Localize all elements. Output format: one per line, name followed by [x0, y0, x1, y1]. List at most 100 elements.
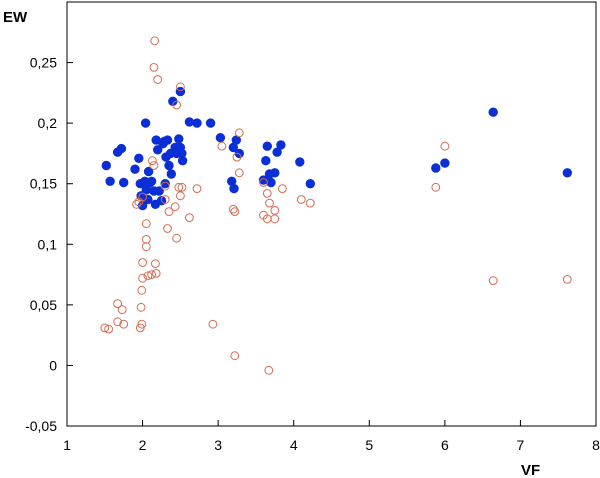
filled-data-point — [118, 177, 129, 188]
y-axis-title: EW — [3, 9, 28, 26]
filled-data-point — [101, 160, 112, 171]
filled-data-point — [295, 157, 305, 167]
filled-data-point — [162, 135, 173, 145]
filled-data-point — [229, 183, 239, 194]
open-data-point — [234, 168, 244, 178]
plot-frame — [66, 1, 597, 427]
open-data-point — [230, 351, 240, 361]
open-data-point — [137, 285, 147, 295]
open-data-point — [104, 324, 113, 334]
open-data-point — [117, 305, 127, 315]
open-data-point — [119, 319, 129, 329]
open-data-point — [259, 178, 268, 187]
filled-data-point — [205, 118, 216, 128]
y-axis-ticks: -0,05 0 0,05 0,1 0,15 0,2 0,25 — [25, 55, 73, 434]
open-data-point — [153, 75, 163, 84]
open-data-point — [170, 202, 180, 212]
open-data-point — [270, 214, 280, 224]
open-data-point — [431, 182, 441, 192]
filled-data-point — [166, 169, 177, 179]
open-data-point — [264, 365, 274, 375]
filled-data-point — [140, 118, 151, 128]
open-data-point — [174, 182, 184, 192]
x-tick-label: 3 — [214, 437, 222, 453]
filled-data-point — [143, 194, 153, 205]
x-tick-label: 4 — [290, 437, 298, 453]
filled-data-point — [488, 107, 498, 117]
open-data-point — [440, 141, 450, 151]
open-data-point — [176, 191, 185, 201]
filled-data-point — [261, 155, 271, 166]
filled-data-point — [105, 176, 115, 187]
open-data-point — [160, 195, 170, 204]
open-data-point — [151, 269, 161, 278]
open-data-point — [230, 207, 240, 217]
x-tick-label: 2 — [139, 437, 147, 453]
open-data-point — [265, 198, 274, 208]
filled-data-point — [276, 140, 286, 150]
filled-data-point — [431, 163, 441, 173]
filled-data-point — [270, 168, 280, 178]
open-data-point — [192, 184, 202, 194]
open-data-point — [208, 319, 218, 329]
open-data-point — [232, 152, 242, 162]
y-tick-label: 0,1 — [38, 236, 58, 252]
open-data-point — [113, 317, 122, 327]
filled-data-point — [134, 153, 144, 164]
filled-data-point — [174, 134, 184, 144]
open-data-point — [163, 224, 172, 233]
x-axis-title: VF — [521, 462, 540, 478]
y-tick-label: -0,05 — [25, 418, 57, 434]
filled-data-point — [262, 141, 273, 151]
open-data-point — [172, 233, 182, 243]
y-tick-label: 0,2 — [38, 115, 58, 131]
filled-data-point — [562, 168, 573, 178]
open-data-point — [172, 100, 182, 110]
x-axis-ticks: 1 2 3 4 5 6 7 8 — [63, 420, 600, 453]
filled-data-point — [175, 86, 186, 97]
open-points-series — [100, 36, 572, 375]
open-data-point — [305, 198, 315, 208]
filled-data-point — [272, 147, 282, 157]
filled-data-point — [177, 155, 188, 166]
open-data-point — [143, 271, 153, 281]
open-data-point — [488, 276, 498, 286]
open-data-point — [149, 63, 159, 72]
open-data-point — [136, 302, 146, 312]
open-data-point — [562, 275, 572, 284]
open-data-point — [164, 207, 174, 217]
x-tick-label: 7 — [517, 437, 525, 453]
open-data-point — [100, 323, 110, 333]
open-data-point — [113, 299, 122, 309]
filled-data-point — [130, 164, 140, 174]
filled-data-point — [146, 176, 157, 187]
filled-data-point — [305, 178, 316, 189]
x-tick-label: 1 — [63, 437, 71, 453]
open-data-point — [217, 141, 227, 151]
open-data-point — [134, 197, 144, 207]
plot-border — [66, 1, 597, 427]
filled-data-point — [154, 186, 164, 196]
filled-data-point — [184, 117, 195, 127]
filled-data-point — [192, 118, 202, 128]
open-data-point — [151, 259, 160, 269]
filled-data-point — [164, 160, 174, 171]
open-data-point — [160, 181, 170, 191]
filled-data-point — [266, 177, 276, 188]
filled-data-point — [440, 158, 450, 168]
filled-data-point — [152, 145, 163, 155]
open-data-point — [176, 82, 185, 92]
filled-data-point — [143, 166, 154, 177]
y-tick-label: 0,15 — [30, 176, 57, 192]
open-data-point — [278, 184, 287, 194]
filled-data-point — [116, 143, 127, 154]
open-data-point — [177, 182, 187, 192]
open-data-point — [141, 219, 151, 229]
filled-data-point — [160, 178, 170, 189]
filled-data-point — [215, 132, 226, 143]
open-data-point — [234, 128, 244, 138]
open-data-point — [138, 273, 148, 283]
x-tick-label: 6 — [441, 437, 449, 453]
